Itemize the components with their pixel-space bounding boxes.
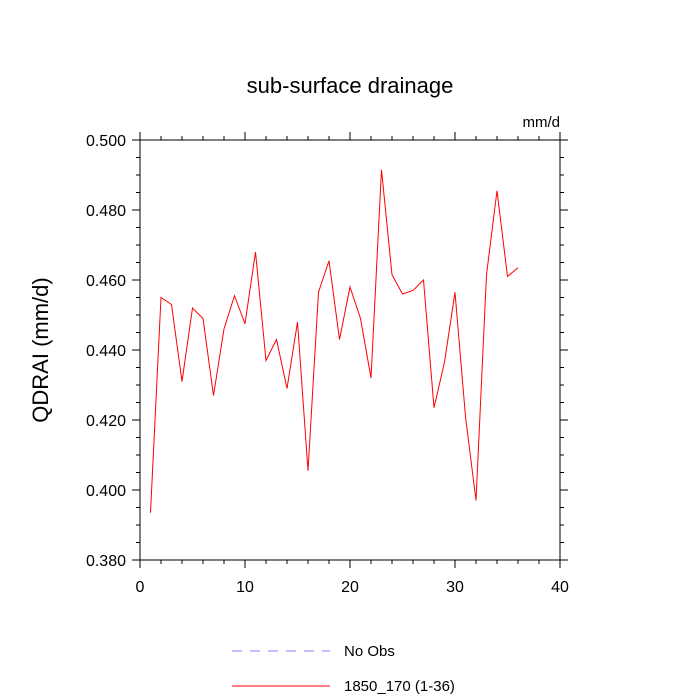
x-tick-label: 40 [551,579,569,596]
chart-title: sub-surface drainage [247,73,454,98]
x-tick-label: 20 [341,579,359,596]
y-tick-label: 0.440 [86,343,126,360]
y-tick-label: 0.460 [86,273,126,290]
plot-frame [139,139,561,561]
legend-label-no-obs: No Obs [344,643,395,660]
y-tick-label: 0.380 [86,553,126,570]
y-tick-label: 0.480 [86,203,126,220]
y-tick-label: 0.500 [86,133,126,150]
y-tick-label: 0.400 [86,483,126,500]
x-tick-label: 30 [446,579,464,596]
y-tick-label: 0.420 [86,413,126,430]
legend: No Obs 1850_170 (1-36) [232,643,455,695]
units-label: mm/d [523,114,561,131]
y-axis-label: QDRAI (mm/d) [28,277,53,422]
x-tick-label: 0 [136,579,145,596]
series-line [150,169,519,513]
series-layer [150,169,519,513]
legend-label-series: 1850_170 (1-36) [344,678,455,695]
axis-ticks [132,132,568,568]
x-tick-label: 10 [236,579,254,596]
tick-labels: 0 10 20 30 40 0.380 0.400 0.420 0.440 0.460 0.480 0… [86,133,569,596]
